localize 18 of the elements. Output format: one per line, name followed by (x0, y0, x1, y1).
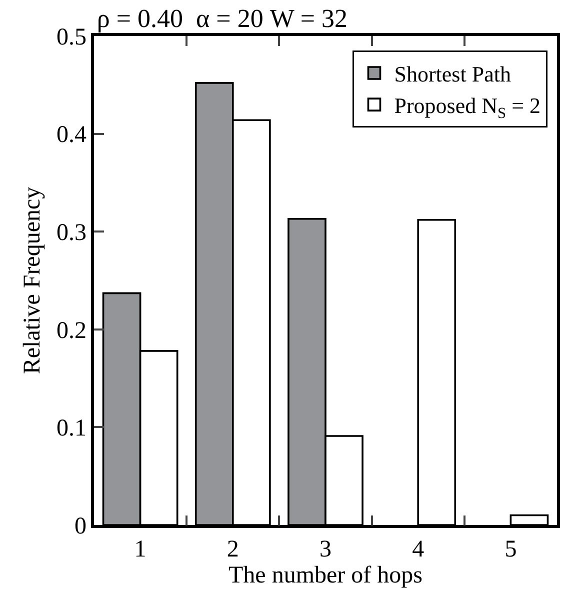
y-tick-label: 0.1 (56, 416, 86, 442)
y-tick-label: 0.2 (56, 318, 86, 344)
legend-label: Shortest Path (394, 62, 511, 87)
chart-title: ρ = 0.40 α = 20 W = 32 (96, 4, 348, 34)
y-tick-label: 0.3 (56, 220, 86, 246)
bar (510, 514, 549, 525)
x-tick-label: 4 (412, 536, 424, 563)
x-tick-label: 5 (504, 536, 517, 563)
x-tick-label: 3 (320, 536, 332, 563)
y-axis-title: Relative Frequency (20, 186, 46, 374)
bar (417, 218, 456, 525)
y-tick-label: 0 (74, 513, 86, 540)
x-axis-title: The number of hops (228, 562, 422, 589)
y-tick-label: 0.4 (56, 122, 86, 148)
y-tick-label: 0.5 (56, 24, 86, 50)
legend-label: Proposed N$_{S}$ = 2 (394, 93, 541, 122)
x-tick-label: 1 (134, 536, 146, 563)
x-tick-label: 2 (226, 536, 239, 563)
